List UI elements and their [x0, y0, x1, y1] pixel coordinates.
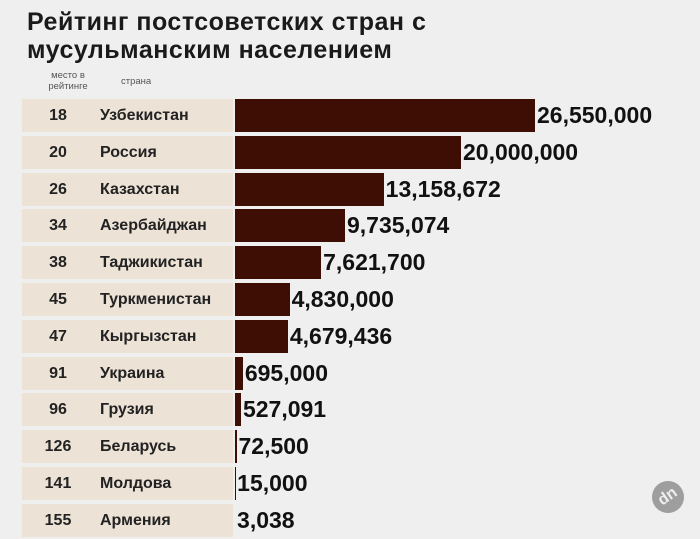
value-label: 9,735,074	[347, 212, 450, 239]
country-label: Армения	[100, 511, 171, 529]
bar	[235, 393, 241, 427]
bar	[235, 356, 243, 390]
row-band	[22, 135, 233, 169]
country-label: Украина	[100, 364, 165, 382]
bar-row: 20 Россия 20,000,000	[0, 135, 700, 169]
bar	[235, 283, 290, 316]
rank-label: 96	[49, 401, 67, 419]
value-label: 26,550,000	[537, 102, 653, 128]
country-label: Азербайджан	[100, 217, 207, 235]
row-band	[22, 393, 233, 427]
rank-label: 141	[44, 475, 72, 492]
bar	[235, 430, 237, 464]
country-label: Туркменистан	[100, 291, 212, 308]
bar-row: 26 Казахстан 13,158,672	[0, 172, 700, 206]
bar-row: 45 Туркменистан 4,830,000	[0, 283, 700, 316]
bar	[235, 172, 384, 206]
value-label: 15,000	[237, 470, 308, 496]
bar	[235, 99, 535, 132]
row-band	[22, 430, 233, 464]
value-label: 695,000	[244, 359, 328, 386]
rank-label: 126	[44, 438, 72, 456]
value-label: 527,091	[242, 396, 327, 423]
bar-row: 126 Беларусь 72,500	[0, 430, 700, 464]
country-label: Таджикистан	[100, 254, 203, 272]
bar-row: 38 Таджикистан 7,621,700	[0, 246, 700, 280]
rank-label: 155	[44, 511, 72, 529]
rank-label: 45	[49, 291, 67, 308]
row-band	[22, 356, 233, 390]
value-label: 20,000,000	[462, 138, 579, 165]
country-label: Кыргызстан	[100, 327, 197, 345]
value-label: 4,679,436	[289, 322, 393, 349]
bar	[235, 246, 322, 280]
rank-label: 47	[49, 327, 67, 345]
bar-row: 96 Грузия 527,091	[0, 393, 700, 427]
bar-row: 47 Кыргызстан 4,679,436	[0, 319, 700, 353]
row-band	[22, 246, 233, 280]
bar-row: 91 Украина 695,000	[0, 356, 700, 390]
value-label: 72,500	[238, 433, 309, 460]
value-label: 3,038	[237, 506, 295, 533]
row-band	[22, 319, 233, 353]
bar	[235, 209, 345, 243]
value-label: 13,158,672	[385, 175, 501, 202]
country-label: Узбекистан	[100, 107, 189, 124]
row-band	[22, 99, 233, 132]
bar-row: 34 Азербайджан 9,735,074	[0, 209, 700, 243]
rank-label: 91	[49, 364, 67, 382]
rank-label: 18	[49, 107, 67, 124]
country-column-header: страна	[121, 76, 152, 87]
country-label: Казахстан	[100, 180, 180, 198]
row-band	[22, 209, 233, 243]
value-label: 7,621,700	[323, 249, 426, 276]
row-band	[22, 172, 233, 206]
rank-label: 26	[49, 180, 67, 198]
country-label: Грузия	[100, 401, 154, 419]
bar	[235, 319, 288, 353]
rank-label: 34	[49, 217, 67, 235]
bar-row: 18 Узбекистан 26,550,000	[0, 99, 700, 132]
rank-label: 20	[49, 143, 67, 161]
country-label: Беларусь	[100, 438, 177, 456]
country-label: Молдова	[100, 475, 172, 492]
rank-label: 38	[49, 254, 67, 272]
value-label: 4,830,000	[291, 286, 394, 312]
bar-row: 141 Молдова 15,000	[0, 467, 700, 500]
rank-column-header: место в рейтинге	[48, 70, 88, 92]
chart-title: Рейтинг постсоветских стран с мусульманс…	[27, 8, 427, 64]
row-band	[22, 503, 233, 537]
country-label: Россия	[100, 143, 157, 161]
bar-row: 155 Армения 3,038	[0, 503, 700, 537]
row-band	[22, 467, 233, 500]
bar	[235, 135, 461, 169]
row-band	[22, 283, 233, 316]
